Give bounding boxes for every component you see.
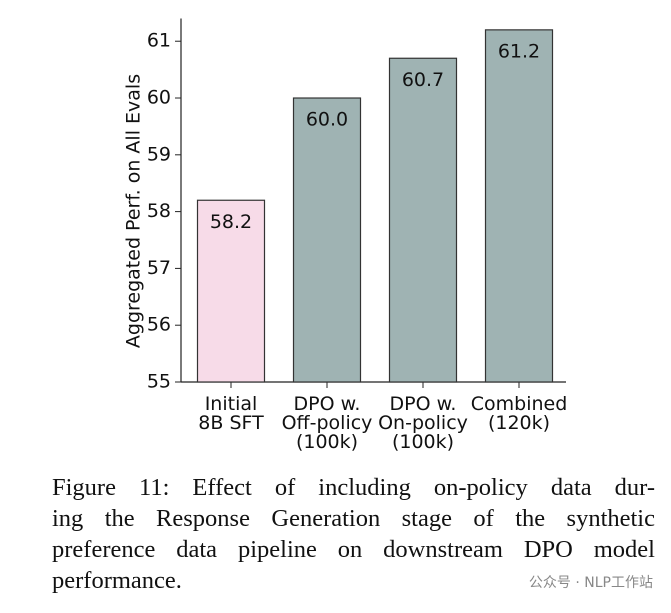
y-tick-label: 56 xyxy=(147,314,171,336)
value-label: 60.0 xyxy=(306,109,348,131)
value-label: 58.2 xyxy=(210,211,252,233)
caption-line: Figure 11: Effect of including on-policy… xyxy=(52,474,655,501)
x-tick-label: Combined (120k) xyxy=(471,393,568,434)
y-tick-label: 55 xyxy=(147,371,171,393)
bar xyxy=(292,97,362,383)
bar xyxy=(388,57,458,383)
x-tick-label: DPO w. Off-policy (100k) xyxy=(282,393,373,453)
y-tick-label: 57 xyxy=(147,257,171,279)
y-tick-label: 58 xyxy=(147,200,171,222)
caption-line: performance. xyxy=(52,567,182,594)
value-label: 60.7 xyxy=(402,69,444,91)
caption-line: ing the Response Generation stage of the… xyxy=(52,505,655,532)
chart: Aggregated Perf. on All Evals 55 56 57 58 59… xyxy=(123,18,568,453)
y-tick-label: 59 xyxy=(147,143,171,165)
x-tick-label: DPO w. On-policy (100k) xyxy=(378,393,468,453)
bar xyxy=(484,29,554,383)
bar xyxy=(196,199,266,383)
y-tick-label: 60 xyxy=(147,87,171,109)
value-label: 61.2 xyxy=(498,40,540,62)
caption: Figure 11: Effect of including on-policy… xyxy=(52,472,655,596)
y-axis-label: Aggregated Perf. on All Evals xyxy=(123,74,145,348)
x-tick-label: Initial 8B SFT xyxy=(198,393,264,434)
watermark: 公众号 · NLP工作站 xyxy=(528,575,653,591)
caption-line: preference data pipeline on downstream D… xyxy=(52,536,655,563)
y-tick-label: 61 xyxy=(147,30,171,52)
